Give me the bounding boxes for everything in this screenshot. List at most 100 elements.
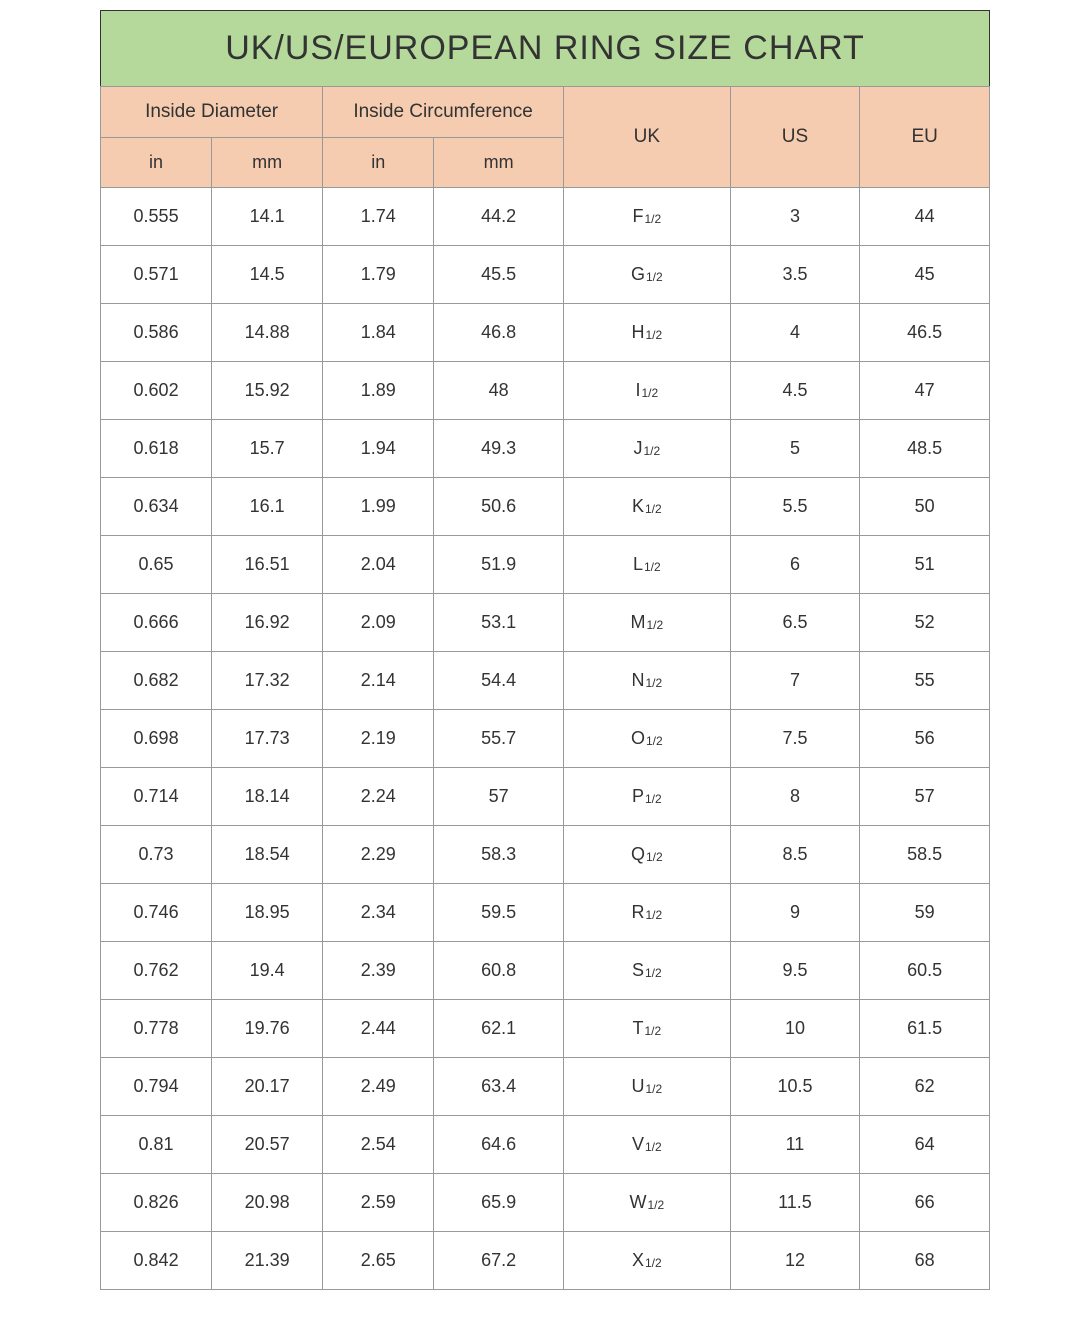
table-row: 0.58614.881.8446.8H1/2446.5 <box>101 304 990 362</box>
cell-diameter-in: 0.682 <box>101 652 212 710</box>
cell-diameter-in: 0.634 <box>101 478 212 536</box>
cell-us: 3.5 <box>730 246 860 304</box>
cell-us: 10 <box>730 1000 860 1058</box>
cell-uk: J1/2 <box>563 420 730 478</box>
cell-circumference-in: 2.14 <box>323 652 434 710</box>
cell-circumference-mm: 60.8 <box>434 942 564 1000</box>
cell-diameter-mm: 18.95 <box>212 884 323 942</box>
cell-diameter-mm: 19.4 <box>212 942 323 1000</box>
cell-circumference-mm: 46.8 <box>434 304 564 362</box>
cell-circumference-mm: 62.1 <box>434 1000 564 1058</box>
cell-diameter-in: 0.698 <box>101 710 212 768</box>
cell-uk: V1/2 <box>563 1116 730 1174</box>
cell-diameter-mm: 14.1 <box>212 188 323 246</box>
cell-circumference-in: 2.49 <box>323 1058 434 1116</box>
table-row: 0.66616.922.0953.1M1/26.552 <box>101 594 990 652</box>
cell-diameter-in: 0.618 <box>101 420 212 478</box>
cell-us: 6.5 <box>730 594 860 652</box>
table-row: 0.68217.322.1454.4N1/2755 <box>101 652 990 710</box>
cell-us: 4.5 <box>730 362 860 420</box>
cell-us: 8.5 <box>730 826 860 884</box>
cell-diameter-in: 0.778 <box>101 1000 212 1058</box>
cell-eu: 58.5 <box>860 826 990 884</box>
cell-diameter-in: 0.666 <box>101 594 212 652</box>
cell-diameter-in: 0.842 <box>101 1232 212 1290</box>
cell-us: 10.5 <box>730 1058 860 1116</box>
header-row-groups: Inside Diameter Inside Circumference UK … <box>101 87 990 138</box>
cell-circumference-in: 1.94 <box>323 420 434 478</box>
cell-eu: 45 <box>860 246 990 304</box>
cell-uk: L1/2 <box>563 536 730 594</box>
cell-circumference-mm: 59.5 <box>434 884 564 942</box>
cell-circumference-mm: 54.4 <box>434 652 564 710</box>
cell-circumference-in: 1.74 <box>323 188 434 246</box>
cell-uk: G1/2 <box>563 246 730 304</box>
cell-uk: X1/2 <box>563 1232 730 1290</box>
header-uk: UK <box>563 87 730 188</box>
cell-diameter-in: 0.746 <box>101 884 212 942</box>
cell-eu: 44 <box>860 188 990 246</box>
cell-circumference-mm: 67.2 <box>434 1232 564 1290</box>
cell-circumference-in: 2.34 <box>323 884 434 942</box>
cell-eu: 57 <box>860 768 990 826</box>
cell-us: 5.5 <box>730 478 860 536</box>
cell-eu: 61.5 <box>860 1000 990 1058</box>
table-row: 0.60215.921.8948I1/24.547 <box>101 362 990 420</box>
cell-circumference-mm: 55.7 <box>434 710 564 768</box>
cell-uk: F1/2 <box>563 188 730 246</box>
cell-diameter-mm: 16.92 <box>212 594 323 652</box>
cell-us: 12 <box>730 1232 860 1290</box>
table-row: 0.69817.732.1955.7O1/27.556 <box>101 710 990 768</box>
cell-circumference-in: 2.19 <box>323 710 434 768</box>
cell-diameter-mm: 20.98 <box>212 1174 323 1232</box>
header-us: US <box>730 87 860 188</box>
ring-size-table: Inside Diameter Inside Circumference UK … <box>100 86 990 1290</box>
cell-uk: O1/2 <box>563 710 730 768</box>
cell-circumference-in: 1.84 <box>323 304 434 362</box>
cell-diameter-mm: 18.14 <box>212 768 323 826</box>
cell-diameter-mm: 15.92 <box>212 362 323 420</box>
cell-eu: 46.5 <box>860 304 990 362</box>
cell-eu: 56 <box>860 710 990 768</box>
cell-diameter-mm: 20.57 <box>212 1116 323 1174</box>
cell-circumference-in: 2.24 <box>323 768 434 826</box>
cell-us: 4 <box>730 304 860 362</box>
cell-circumference-mm: 63.4 <box>434 1058 564 1116</box>
cell-diameter-in: 0.81 <box>101 1116 212 1174</box>
cell-circumference-mm: 53.1 <box>434 594 564 652</box>
cell-eu: 68 <box>860 1232 990 1290</box>
cell-uk: P1/2 <box>563 768 730 826</box>
cell-uk: H1/2 <box>563 304 730 362</box>
cell-diameter-mm: 20.17 <box>212 1058 323 1116</box>
cell-diameter-in: 0.762 <box>101 942 212 1000</box>
cell-circumference-mm: 58.3 <box>434 826 564 884</box>
cell-circumference-in: 2.59 <box>323 1174 434 1232</box>
cell-circumference-in: 1.99 <box>323 478 434 536</box>
cell-diameter-in: 0.65 <box>101 536 212 594</box>
cell-uk: R1/2 <box>563 884 730 942</box>
cell-circumference-mm: 64.6 <box>434 1116 564 1174</box>
cell-eu: 62 <box>860 1058 990 1116</box>
cell-eu: 60.5 <box>860 942 990 1000</box>
cell-eu: 51 <box>860 536 990 594</box>
table-row: 0.77819.762.4462.1T1/21061.5 <box>101 1000 990 1058</box>
table-row: 0.74618.952.3459.5R1/2959 <box>101 884 990 942</box>
table-row: 0.79420.172.4963.4U1/210.562 <box>101 1058 990 1116</box>
cell-uk: K1/2 <box>563 478 730 536</box>
cell-diameter-mm: 17.73 <box>212 710 323 768</box>
cell-us: 7 <box>730 652 860 710</box>
cell-diameter-mm: 18.54 <box>212 826 323 884</box>
cell-us: 3 <box>730 188 860 246</box>
table-row: 0.76219.42.3960.8S1/29.560.5 <box>101 942 990 1000</box>
header-circumference-mm: mm <box>434 138 564 188</box>
cell-uk: U1/2 <box>563 1058 730 1116</box>
cell-us: 9 <box>730 884 860 942</box>
cell-diameter-mm: 17.32 <box>212 652 323 710</box>
cell-diameter-mm: 14.5 <box>212 246 323 304</box>
cell-diameter-mm: 14.88 <box>212 304 323 362</box>
cell-eu: 50 <box>860 478 990 536</box>
cell-eu: 66 <box>860 1174 990 1232</box>
cell-uk: T1/2 <box>563 1000 730 1058</box>
header-circumference-group: Inside Circumference <box>323 87 564 138</box>
table-body: 0.55514.11.7444.2F1/23440.57114.51.7945.… <box>101 188 990 1290</box>
